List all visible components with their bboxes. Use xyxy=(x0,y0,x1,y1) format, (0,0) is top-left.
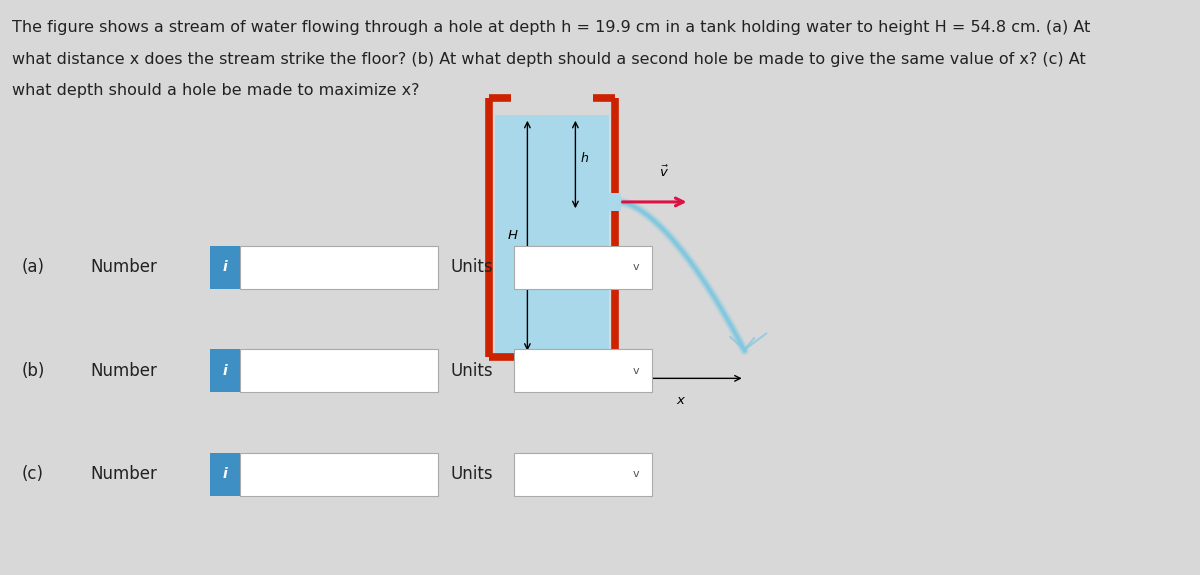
Text: what distance x does the stream strike the floor? (b) At what depth should a sec: what distance x does the stream strike t… xyxy=(12,52,1086,67)
Text: i: i xyxy=(223,260,227,274)
Text: $\vec{v}$: $\vec{v}$ xyxy=(659,165,670,180)
FancyBboxPatch shape xyxy=(240,349,438,392)
Text: Units: Units xyxy=(450,465,493,484)
Text: v: v xyxy=(632,366,640,376)
Text: Units: Units xyxy=(450,258,493,277)
Text: h: h xyxy=(581,152,588,165)
Text: v: v xyxy=(632,469,640,480)
FancyBboxPatch shape xyxy=(514,246,652,289)
Text: (b): (b) xyxy=(22,362,44,380)
FancyBboxPatch shape xyxy=(514,453,652,496)
FancyBboxPatch shape xyxy=(210,349,240,392)
Text: Number: Number xyxy=(90,362,157,380)
Text: x: x xyxy=(676,394,684,408)
Text: i: i xyxy=(223,467,227,481)
FancyBboxPatch shape xyxy=(210,246,240,289)
Text: Units: Units xyxy=(450,362,493,380)
Text: what depth should a hole be made to maximize x?: what depth should a hole be made to maxi… xyxy=(12,83,420,98)
FancyBboxPatch shape xyxy=(514,349,652,392)
Text: (c): (c) xyxy=(22,465,43,484)
Text: The figure shows a stream of water flowing through a hole at depth h = 19.9 cm i: The figure shows a stream of water flowi… xyxy=(12,20,1091,35)
FancyBboxPatch shape xyxy=(496,115,610,354)
Text: Number: Number xyxy=(90,465,157,484)
FancyBboxPatch shape xyxy=(210,453,240,496)
Text: H: H xyxy=(508,229,518,242)
FancyBboxPatch shape xyxy=(240,246,438,289)
Text: (a): (a) xyxy=(22,258,44,277)
Text: Number: Number xyxy=(90,258,157,277)
Text: i: i xyxy=(223,364,227,378)
FancyBboxPatch shape xyxy=(240,453,438,496)
Text: v: v xyxy=(632,262,640,273)
